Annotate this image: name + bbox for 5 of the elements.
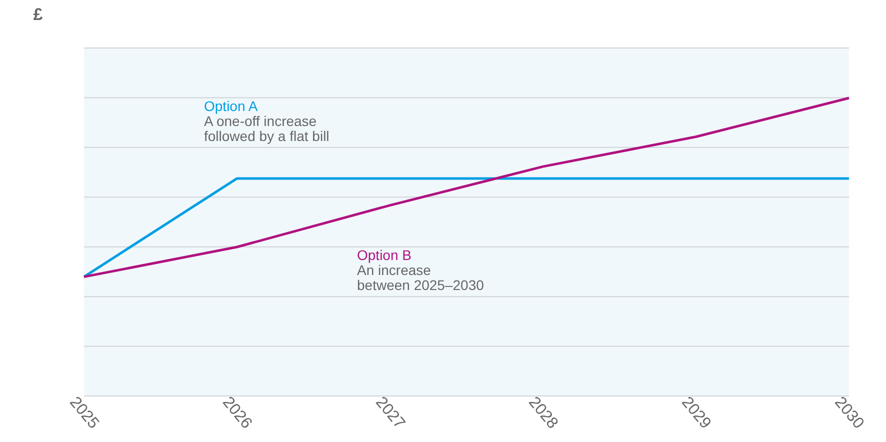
annotation: An increase between 2025–2030: [357, 262, 484, 293]
y-axis-title: £: [33, 5, 44, 24]
text: Option A: [204, 98, 258, 114]
annotation: A one-off increase followed by a flat bill: [204, 113, 330, 144]
text: Option B: [357, 247, 412, 263]
